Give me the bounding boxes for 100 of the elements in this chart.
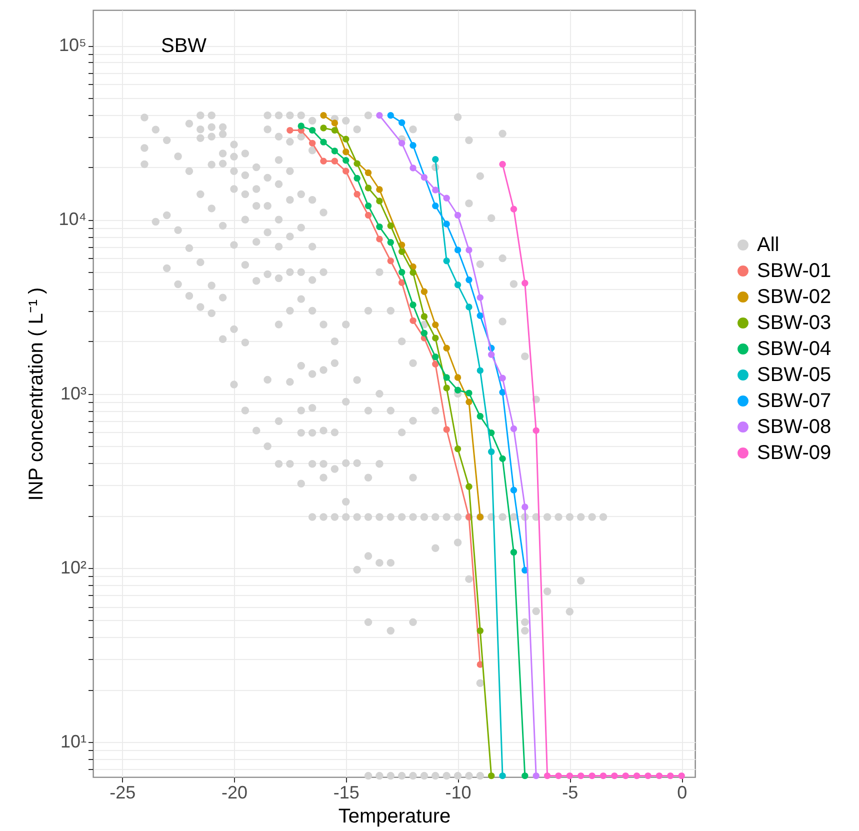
point bbox=[522, 772, 528, 780]
legend-label: SBW-01 bbox=[757, 260, 832, 282]
point bbox=[476, 312, 484, 320]
point bbox=[522, 504, 528, 510]
point bbox=[387, 222, 394, 230]
point bbox=[398, 140, 406, 147]
point bbox=[432, 354, 439, 360]
x-tick-label: -20 bbox=[221, 782, 248, 802]
y-tick-label: 10² bbox=[60, 557, 87, 578]
annotation: SBW bbox=[161, 35, 207, 57]
point bbox=[510, 425, 518, 432]
point bbox=[320, 112, 327, 119]
point bbox=[476, 294, 484, 301]
point bbox=[432, 202, 439, 210]
y-axis-title: INP concentration ( L⁻¹ ) bbox=[26, 287, 48, 501]
point bbox=[443, 384, 450, 392]
point bbox=[454, 445, 462, 452]
point bbox=[298, 122, 304, 130]
point bbox=[443, 344, 450, 352]
point bbox=[410, 317, 416, 324]
point bbox=[420, 174, 428, 181]
point bbox=[611, 772, 618, 780]
point bbox=[578, 772, 584, 780]
x-tick-label: 0 bbox=[677, 782, 688, 802]
point bbox=[454, 386, 462, 394]
point bbox=[622, 772, 629, 780]
point bbox=[566, 772, 574, 780]
point bbox=[342, 168, 350, 174]
point bbox=[432, 321, 439, 328]
point bbox=[320, 138, 327, 146]
point bbox=[499, 374, 506, 382]
point bbox=[476, 412, 484, 420]
point bbox=[522, 280, 528, 286]
point bbox=[320, 124, 327, 132]
point bbox=[376, 198, 383, 204]
y-tick-label: 10¹ bbox=[60, 732, 87, 752]
point bbox=[499, 160, 506, 168]
point bbox=[420, 330, 428, 336]
point bbox=[443, 426, 450, 433]
point bbox=[678, 772, 685, 780]
point bbox=[443, 220, 450, 228]
y-tick-label: 10⁴ bbox=[58, 209, 86, 230]
point bbox=[398, 268, 406, 276]
point bbox=[354, 160, 360, 167]
point bbox=[331, 126, 338, 134]
point bbox=[331, 158, 338, 164]
point bbox=[488, 772, 495, 780]
point bbox=[443, 258, 450, 264]
point bbox=[354, 174, 360, 182]
point bbox=[499, 455, 506, 462]
point bbox=[488, 351, 495, 358]
point bbox=[432, 156, 439, 163]
x-axis-title: Temperature bbox=[338, 806, 451, 828]
legend-label: SBW-08 bbox=[757, 416, 832, 438]
point bbox=[376, 236, 383, 242]
point bbox=[410, 269, 416, 276]
point bbox=[364, 169, 372, 176]
point bbox=[633, 772, 640, 780]
point bbox=[588, 772, 596, 780]
point bbox=[510, 548, 518, 556]
point bbox=[387, 112, 394, 119]
legend-label: SBW-07 bbox=[757, 390, 832, 412]
x-tick-label: -5 bbox=[562, 782, 578, 802]
point bbox=[398, 248, 406, 256]
point bbox=[286, 126, 294, 134]
point bbox=[532, 772, 540, 780]
y-tick-label: 10⁵ bbox=[59, 35, 86, 56]
point bbox=[432, 360, 439, 368]
point bbox=[354, 190, 360, 198]
point bbox=[364, 202, 372, 210]
legend-label: SBW-09 bbox=[757, 442, 832, 464]
point bbox=[466, 398, 472, 406]
point bbox=[466, 304, 472, 310]
point bbox=[308, 126, 316, 134]
point bbox=[532, 427, 540, 434]
point bbox=[510, 486, 518, 494]
point bbox=[376, 186, 383, 193]
point bbox=[331, 120, 338, 126]
point bbox=[410, 164, 416, 172]
point bbox=[488, 448, 495, 456]
point bbox=[364, 212, 372, 219]
x-tick-label: -10 bbox=[445, 782, 472, 802]
point bbox=[466, 246, 472, 254]
point bbox=[320, 158, 327, 164]
point bbox=[443, 194, 450, 202]
point bbox=[510, 206, 518, 212]
point bbox=[420, 313, 428, 320]
point bbox=[387, 258, 394, 264]
point bbox=[308, 140, 316, 147]
point bbox=[454, 212, 462, 219]
point bbox=[410, 302, 416, 308]
point bbox=[376, 112, 383, 119]
point bbox=[644, 772, 652, 780]
legend-label: SBW-02 bbox=[757, 286, 832, 308]
point bbox=[454, 374, 462, 381]
point bbox=[466, 483, 472, 490]
point bbox=[410, 142, 416, 149]
point bbox=[476, 627, 484, 634]
point bbox=[443, 374, 450, 381]
point bbox=[476, 367, 484, 374]
